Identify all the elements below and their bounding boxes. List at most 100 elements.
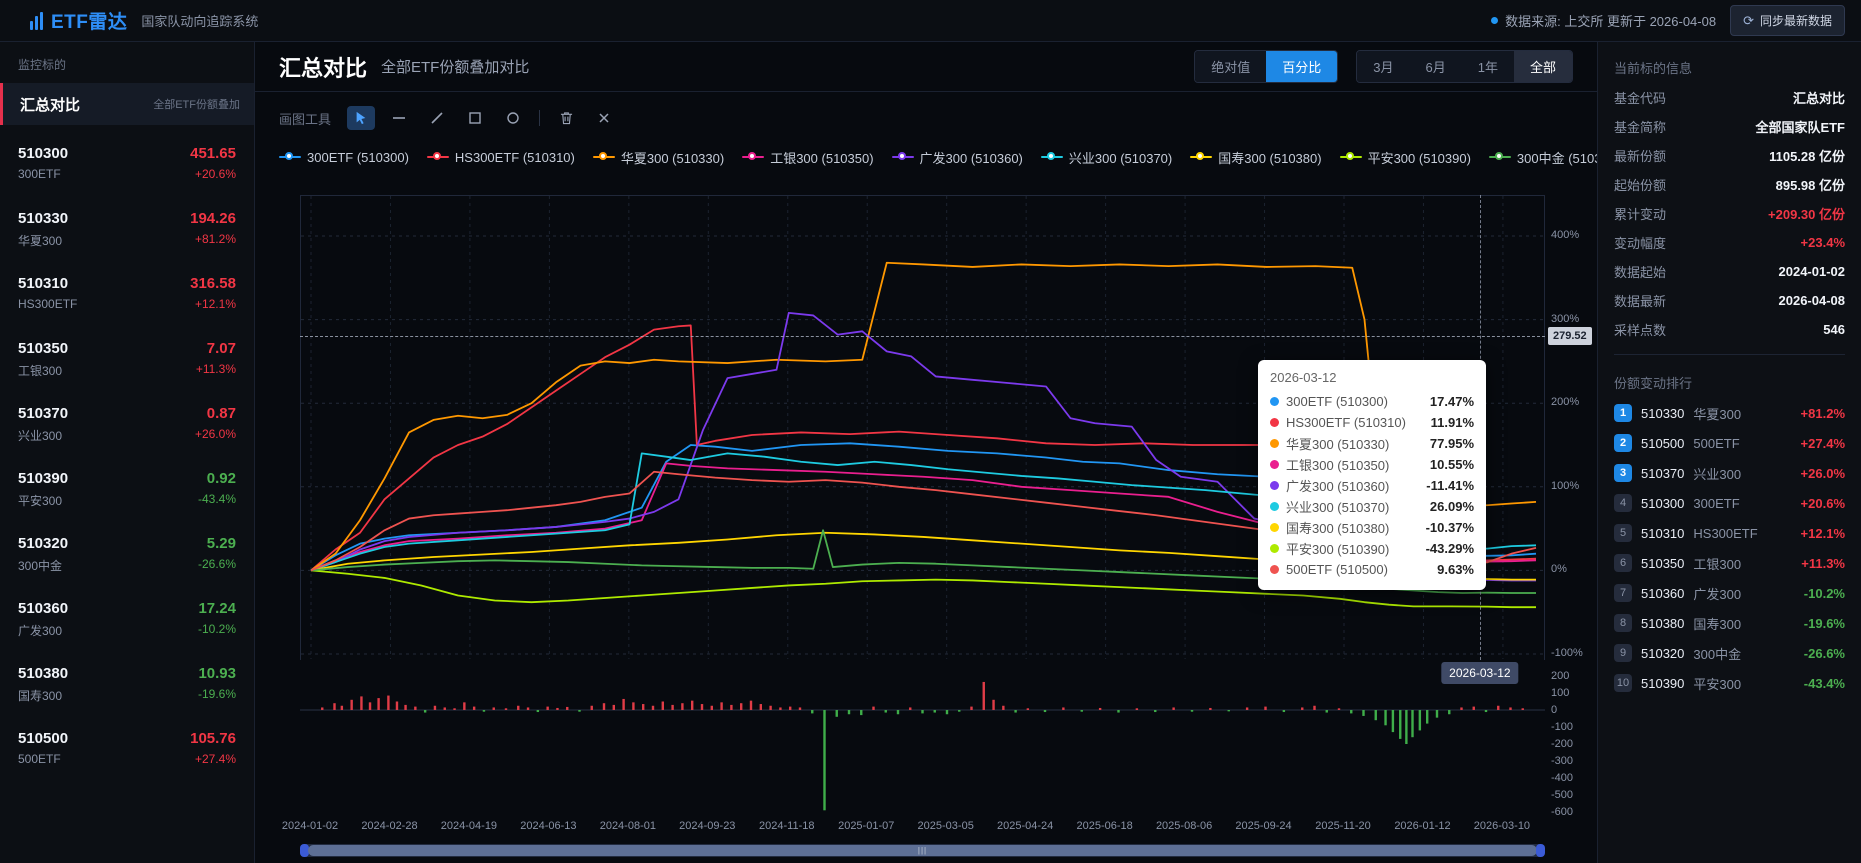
etf-code: 510320 xyxy=(18,535,69,552)
legend-label: 工银300 (510350) xyxy=(770,150,874,166)
mode-toggle-button[interactable]: 百分比 xyxy=(1266,51,1338,82)
scrollbar-right-handle[interactable] xyxy=(1536,844,1545,857)
legend-item[interactable]: 广发300 (510360) xyxy=(891,148,1023,167)
etf-change: -19.6% xyxy=(197,687,236,701)
delete-drawing-button[interactable] xyxy=(552,106,580,130)
ranking-code: 510350 xyxy=(1641,555,1685,571)
sidebar-divider xyxy=(1614,354,1845,355)
volume-y-tick: -600 xyxy=(1551,806,1574,818)
crosshair-value-badge: 279.52 xyxy=(1548,326,1592,345)
rank-badge: 3 xyxy=(1614,464,1632,482)
ranking-change: +27.4% xyxy=(1800,435,1845,451)
ranking-change: +81.2% xyxy=(1800,405,1845,421)
scrollbar-left-handle[interactable] xyxy=(300,844,309,857)
fund-info-list: 基金代码 汇总对比 基金简称 全部国家队ETF 最新份额 1105.28 亿份 起始份额 89… xyxy=(1614,83,1845,344)
range-toggle-button[interactable]: 1年 xyxy=(1461,51,1514,82)
watchlist-item[interactable]: 510360 广发300 17.24 -10.2% xyxy=(0,592,254,657)
scrollbar-thumb[interactable]: ||| xyxy=(308,845,1537,856)
ranking-code: 510500 xyxy=(1641,435,1685,451)
x-axis-tick: 2026-03-10 xyxy=(1473,820,1531,832)
legend-marker-icon xyxy=(1040,152,1063,161)
toolbar-divider xyxy=(539,110,541,126)
etf-name: 平安300 xyxy=(18,494,63,508)
watchlist-item[interactable]: 510350 工银300 7.07 +11.3% xyxy=(0,332,254,397)
legend-marker-icon xyxy=(891,152,914,161)
watchlist-item[interactable]: 510320 300中金 5.29 -26.6% xyxy=(0,527,254,592)
app-subtitle: 国家队动向追踪系统 xyxy=(141,14,259,29)
tooltip-row: 平安300 (510390) -43.29% xyxy=(1270,538,1474,559)
volume-chart[interactable] xyxy=(300,668,1545,818)
legend-item[interactable]: 国寿300 (510380) xyxy=(1190,148,1322,167)
cursor-tool-button[interactable] xyxy=(347,106,376,130)
x-axis-tick: 2025-09-24 xyxy=(1235,820,1292,832)
ranking-row[interactable]: 10 510390 平安300 -43.4% xyxy=(1614,668,1845,698)
etf-name: 500ETF xyxy=(18,752,61,766)
ranking-row[interactable]: 7 510360 广发300 -10.2% xyxy=(1614,578,1845,608)
legend-item[interactable]: 华夏300 (510330) xyxy=(592,148,724,167)
watchlist-item[interactable]: 510380 国寿300 10.93 -19.6% xyxy=(0,657,254,722)
legend-item[interactable]: 300ETF (510300) xyxy=(279,150,409,165)
x-axis-tick: 2025-06-18 xyxy=(1076,820,1133,832)
sidebar-item-summary[interactable]: 汇总对比 全部ETF份额叠加 xyxy=(0,83,254,125)
trendline-tool-button[interactable] xyxy=(423,106,451,130)
chart-zoom-scrollbar[interactable]: ||| xyxy=(300,844,1545,857)
legend-marker-icon xyxy=(1190,152,1213,161)
series-dot-icon xyxy=(1270,523,1279,532)
circle-tool-button[interactable] xyxy=(499,106,527,130)
ranking-code: 510320 xyxy=(1641,645,1685,661)
info-label: 累计变动 xyxy=(1614,207,1667,222)
etf-value: 194.26 xyxy=(190,210,236,227)
watchlist-item[interactable]: 510330 华夏300 194.26 +81.2% xyxy=(0,202,254,267)
ranking-row[interactable]: 5 510310 HS300ETF +12.1% xyxy=(1614,518,1845,548)
sync-data-button[interactable]: ⟳ 同步最新数据 xyxy=(1730,5,1845,36)
range-toggle-button[interactable]: 3月 xyxy=(1357,51,1410,82)
circle-icon xyxy=(507,112,519,124)
range-toggle-button[interactable]: 6月 xyxy=(1409,51,1462,82)
legend-item[interactable]: 300中金 (510320) xyxy=(1488,148,1621,167)
legend-item[interactable]: HS300ETF (510310) xyxy=(426,150,575,165)
watchlist-item[interactable]: 510310 HS300ETF 316.58 +12.1% xyxy=(0,267,254,332)
ranking-change: +11.3% xyxy=(1801,555,1845,571)
watchlist-item[interactable]: 510370 兴业300 0.87 +26.0% xyxy=(0,397,254,462)
watchlist-item[interactable]: 510390 平安300 0.92 -43.4% xyxy=(0,462,254,527)
etf-value: 17.24 xyxy=(198,600,236,617)
etf-code: 510370 xyxy=(18,405,69,422)
info-value: 1105.28 亿份 xyxy=(1769,149,1845,164)
hline-tool-button[interactable] xyxy=(385,106,413,130)
tooltip-series-label: 平安300 (510390) xyxy=(1286,542,1390,557)
rect-tool-button[interactable] xyxy=(461,106,489,130)
x-axis-tick: 2024-08-01 xyxy=(599,820,656,832)
ranking-row[interactable]: 4 510300 300ETF +20.6% xyxy=(1614,488,1845,518)
ranking-row[interactable]: 8 510380 国寿300 -19.6% xyxy=(1614,608,1845,638)
ranking-name: 300中金 xyxy=(1693,646,1742,662)
ranking-row[interactable]: 2 510500 500ETF +27.4% xyxy=(1614,428,1845,458)
legend-label: 300ETF (510300) xyxy=(307,149,409,165)
legend-item[interactable]: 平安300 (510390) xyxy=(1339,148,1471,167)
ranking-row[interactable]: 9 510320 300中金 -26.6% xyxy=(1614,638,1845,668)
etf-value: 105.76 xyxy=(190,730,236,747)
legend-item[interactable]: 兴业300 (510370) xyxy=(1040,148,1172,167)
app-title: ETF雷达 xyxy=(51,12,128,33)
watchlist-item[interactable]: 510500 500ETF 105.76 +27.4% xyxy=(0,722,254,787)
series-dot-icon xyxy=(1270,460,1279,469)
sync-button-label: 同步最新数据 xyxy=(1759,14,1832,28)
legend-marker-icon xyxy=(1339,152,1362,161)
ranking-row[interactable]: 1 510330 华夏300 +81.2% xyxy=(1614,398,1845,428)
ranking-row[interactable]: 6 510350 工银300 +11.3% xyxy=(1614,548,1845,578)
legend-label: 300中金 (510320) xyxy=(1516,150,1621,166)
ranking-code: 510390 xyxy=(1641,675,1685,691)
volume-y-tick: -300 xyxy=(1551,755,1574,767)
range-toggle-button[interactable]: 全部 xyxy=(1513,51,1572,82)
clear-all-button[interactable] xyxy=(590,106,618,130)
rank-badge: 8 xyxy=(1614,614,1632,632)
tooltip-series-label: HS300ETF (510310) xyxy=(1286,415,1406,430)
ranking-code: 510310 xyxy=(1641,525,1685,541)
mode-toggle-button[interactable]: 绝对值 xyxy=(1195,51,1267,82)
legend-item[interactable]: 工银300 (510350) xyxy=(742,148,874,167)
page-subtitle: 全部ETF份额叠加对比 xyxy=(381,59,530,76)
etf-change: +20.6% xyxy=(194,167,236,181)
info-row: 基金代码 汇总对比 xyxy=(1614,83,1845,112)
ranking-row[interactable]: 3 510370 兴业300 +26.0% xyxy=(1614,458,1845,488)
watchlist-item[interactable]: 510300 300ETF 451.65 +20.6% xyxy=(0,137,254,202)
tooltip-row: 500ETF (510500) 9.63% xyxy=(1270,559,1474,580)
